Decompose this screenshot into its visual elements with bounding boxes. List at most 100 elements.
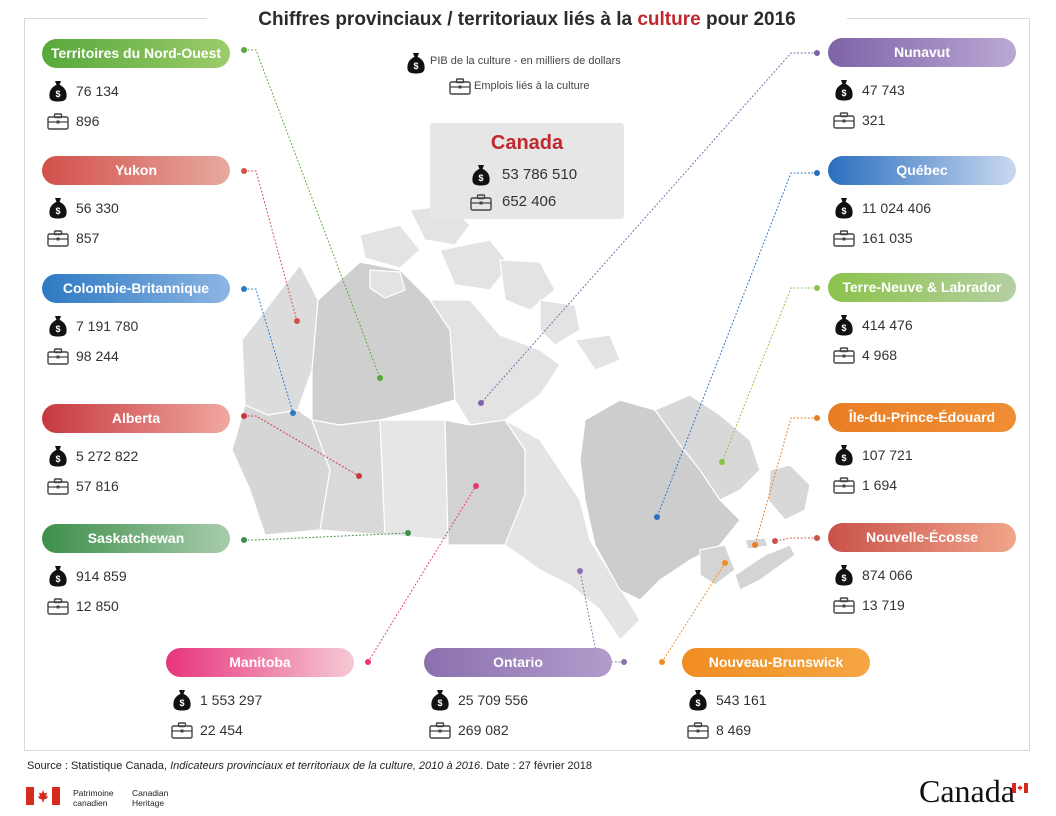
- briefcase-icon: [833, 347, 855, 369]
- region-gdp-value: 25 709 556: [458, 692, 529, 708]
- leader-dot: [659, 659, 665, 665]
- region-name-pill: Nouvelle-Écosse: [828, 523, 1016, 552]
- money-bag-icon: $: [834, 79, 854, 106]
- map-new-brunswick: [699, 544, 736, 586]
- svg-text:$: $: [841, 88, 846, 98]
- leader-line: [774, 537, 817, 542]
- svg-text:$: $: [841, 206, 846, 216]
- map-nwt: [311, 261, 456, 426]
- region-jobs-value: 896: [76, 113, 100, 129]
- briefcase-icon: [429, 722, 451, 744]
- leader-dot: [405, 530, 411, 536]
- region-gdp-value: 76 134: [76, 83, 119, 99]
- canada-total-name: Canada: [490, 132, 564, 154]
- leader-dot: [654, 514, 660, 520]
- source-note: Source : Statistique Canada, Indicateurs…: [27, 760, 593, 772]
- leader-line: [480, 52, 817, 404]
- canada-flag-icon: [26, 787, 60, 805]
- money-bag-icon: $: [430, 689, 450, 716]
- svg-text:$: $: [695, 698, 700, 708]
- briefcase-icon: [47, 478, 69, 500]
- svg-text:$: $: [478, 173, 483, 183]
- canada-total-gdp: 53 786 510: [502, 166, 578, 183]
- briefcase-icon: [687, 722, 709, 744]
- leader-dot: [356, 473, 362, 479]
- region-jobs-value: 8 469: [716, 722, 752, 738]
- money-bag-icon: $: [688, 689, 708, 716]
- money-bag-icon: $: [48, 565, 68, 592]
- leader-line: [244, 288, 294, 414]
- leader-dot: [621, 659, 627, 665]
- leader-dot: [577, 568, 583, 574]
- leader-dot: [814, 285, 820, 291]
- briefcase-icon: [833, 597, 855, 619]
- region-jobs-value: 857: [76, 230, 100, 246]
- map-newfoundland: [767, 464, 811, 521]
- svg-text:$: $: [55, 454, 60, 464]
- svg-text:$: $: [55, 206, 60, 216]
- money-bag-icon: $: [471, 164, 491, 191]
- leader-dot: [241, 168, 247, 174]
- money-bag-icon: $: [834, 197, 854, 224]
- map-nova-scotia: [734, 544, 796, 591]
- briefcase-icon: [47, 348, 69, 370]
- region-gdp-value: 7 191 780: [76, 318, 139, 334]
- leader-line: [661, 562, 726, 663]
- canada-wordmark: Canada: [919, 773, 1015, 809]
- briefcase-icon: [47, 598, 69, 620]
- region-name-pill: Nunavut: [828, 38, 1016, 67]
- leader-dot: [814, 50, 820, 56]
- svg-text:$: $: [841, 323, 846, 333]
- region-gdp-value: 5 272 822: [76, 448, 139, 464]
- leader-dot: [814, 415, 820, 421]
- money-bag-icon: $: [48, 80, 68, 107]
- leader-dot: [365, 659, 371, 665]
- region-name-pill: Alberta: [42, 404, 230, 433]
- region-jobs-value: 1 694: [862, 477, 898, 493]
- leader-dot: [478, 400, 484, 406]
- infographic-title: Chiffres provinciaux / territoriaux liés…: [207, 6, 847, 34]
- leader-dot: [473, 483, 479, 489]
- leader-dot: [772, 538, 778, 544]
- leader-dot: [719, 459, 725, 465]
- leader-dot: [722, 560, 728, 566]
- region-gdp-value: 107 721: [862, 447, 913, 463]
- leader-dot: [241, 537, 247, 543]
- leader-dot: [814, 170, 820, 176]
- region-name-pill: Ontario: [424, 648, 612, 677]
- leader-dot: [290, 410, 296, 416]
- region-name-pill: Terre-Neuve & Labrador: [828, 273, 1016, 302]
- money-bag-icon: $: [834, 314, 854, 341]
- money-bag-icon: $: [48, 315, 68, 342]
- heritage-english-label: Canadian Heritage: [132, 788, 169, 808]
- leader-dot: [752, 542, 758, 548]
- svg-text:$: $: [179, 698, 184, 708]
- briefcase-icon: [47, 230, 69, 252]
- money-bag-icon: $: [172, 689, 192, 716]
- region-jobs-value: 161 035: [862, 230, 913, 246]
- svg-text:$: $: [841, 573, 846, 583]
- region-name-pill: Yukon: [42, 156, 230, 185]
- map-yukon: [241, 263, 319, 416]
- legend-jobs-label: Emplois liés à la culture: [474, 80, 590, 92]
- leader-line: [244, 415, 360, 477]
- svg-text:$: $: [55, 574, 60, 584]
- region-name-pill: Manitoba: [166, 648, 354, 677]
- region-jobs-value: 12 850: [76, 598, 119, 614]
- briefcase-icon: [833, 477, 855, 499]
- region-gdp-value: 914 859: [76, 568, 127, 584]
- region-name-pill: Colombie-Britannique: [42, 274, 230, 303]
- money-bag-icon: $: [48, 445, 68, 472]
- leader-dot: [241, 47, 247, 53]
- region-name-pill: Territoires du Nord-Ouest: [42, 39, 230, 68]
- leader-dot: [241, 286, 247, 292]
- region-jobs-value: 4 968: [862, 347, 898, 363]
- map-nunavut: [428, 299, 561, 426]
- region-gdp-value: 1 553 297: [200, 692, 263, 708]
- canada-total-jobs: 652 406: [502, 193, 557, 210]
- leader-dot: [294, 318, 300, 324]
- region-gdp-value: 414 476: [862, 317, 913, 333]
- region-name-pill: Québec: [828, 156, 1016, 185]
- map-ontario: [504, 419, 641, 641]
